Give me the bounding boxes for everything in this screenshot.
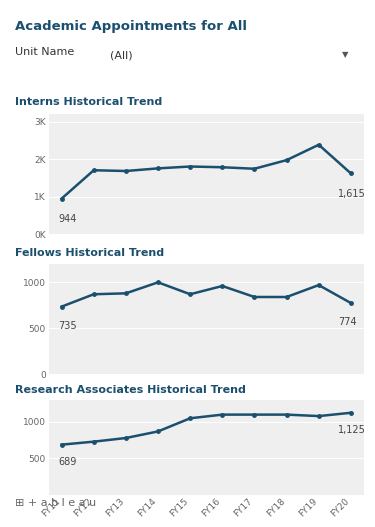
Text: 1,615: 1,615 [338, 189, 366, 199]
Text: Academic Appointments for All: Academic Appointments for All [15, 20, 247, 33]
Text: Research Associates Historical Trend: Research Associates Historical Trend [15, 385, 246, 395]
Text: ⊞ + a b l e a u: ⊞ + a b l e a u [15, 498, 96, 508]
Text: Unit Name: Unit Name [15, 47, 74, 57]
Text: 689: 689 [58, 457, 77, 467]
Text: 944: 944 [58, 214, 77, 224]
Text: Interns Historical Trend: Interns Historical Trend [15, 97, 162, 107]
Text: Fellows Historical Trend: Fellows Historical Trend [15, 248, 164, 258]
Text: 774: 774 [338, 317, 357, 327]
Text: X: X [326, 11, 334, 21]
Text: 735: 735 [58, 321, 77, 331]
Text: 1,125: 1,125 [338, 425, 366, 435]
Text: (All): (All) [110, 50, 133, 60]
Text: ▼: ▼ [342, 51, 349, 60]
